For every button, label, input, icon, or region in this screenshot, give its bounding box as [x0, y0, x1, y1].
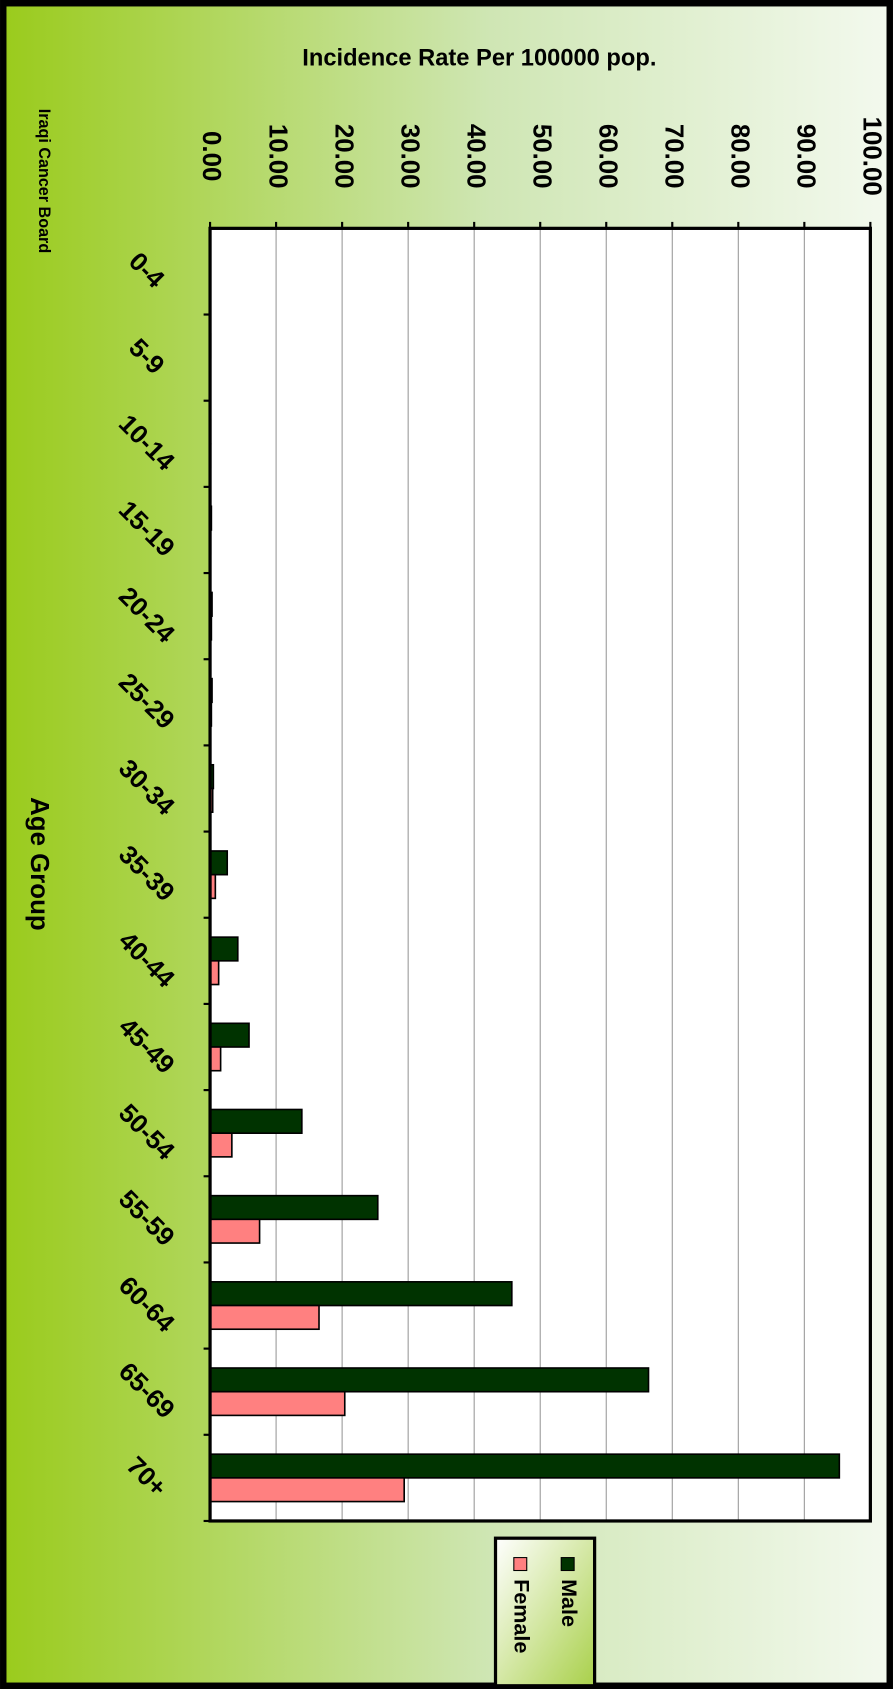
- bar: [209, 1390, 346, 1417]
- bar: [209, 1022, 250, 1048]
- bar: [209, 1281, 513, 1307]
- legend-swatch: [513, 1557, 528, 1572]
- legend: [493, 1536, 597, 1688]
- bar: [209, 1477, 405, 1503]
- y-tick-label: 70.00: [659, 124, 687, 189]
- bar: [209, 1453, 841, 1479]
- bar: [209, 850, 229, 876]
- bar: [209, 1218, 261, 1244]
- y-tick-label: 50.00: [527, 124, 555, 189]
- bar: [209, 1132, 233, 1158]
- y-tick-label: 80.00: [725, 124, 753, 189]
- legend-label: Female: [510, 1579, 534, 1653]
- legend-swatch: [560, 1557, 575, 1572]
- y-tick-label: 100.00: [858, 117, 886, 196]
- legend-label: Male: [557, 1579, 581, 1627]
- bar: [209, 1304, 320, 1331]
- chart-title: Incidence Rate Per 100000 pop.: [302, 46, 656, 72]
- y-tick-label: 40.00: [461, 124, 489, 189]
- y-tick-label: 10.00: [263, 124, 291, 189]
- axis-label: Age Group: [25, 797, 53, 931]
- bar: [209, 936, 239, 962]
- source: Iraqi Cancer Board: [35, 109, 53, 253]
- y-tick-label: 20.00: [329, 124, 357, 189]
- y-tick-label: 90.00: [792, 124, 820, 189]
- y-tick-label: 30.00: [395, 124, 423, 189]
- plot-border: [208, 226, 872, 1523]
- y-tick-label: 0.00: [197, 131, 225, 181]
- bar: [209, 1194, 379, 1221]
- y-tick-label: 60.00: [593, 124, 621, 189]
- bar: [209, 1367, 650, 1393]
- bar: [209, 1108, 303, 1134]
